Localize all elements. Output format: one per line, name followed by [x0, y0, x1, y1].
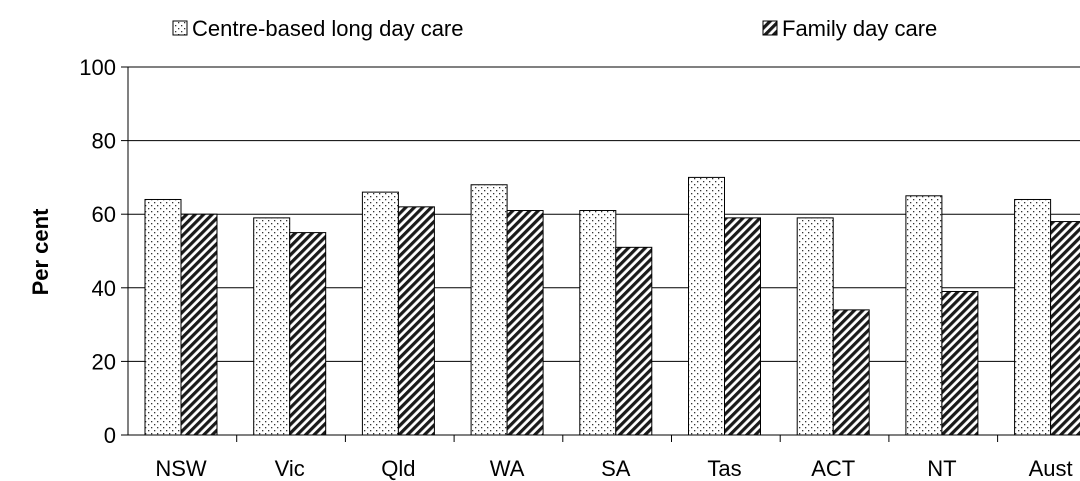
- bar-nsw-family-day-care: [180, 213, 218, 436]
- y-tick-label-20: 20: [92, 349, 116, 374]
- bar-aust-family-day-care: [1050, 221, 1080, 436]
- y-tick-label-80: 80: [92, 129, 116, 154]
- x-tick-label-wa: WA: [490, 456, 525, 481]
- bar-wa-family-day-care: [506, 210, 544, 436]
- bar-act-family-day-care: [832, 309, 870, 436]
- y-tick-label-40: 40: [92, 276, 116, 301]
- bar-sa-family-day-care: [615, 246, 653, 436]
- legend: Centre-based long day care Family day ca…: [172, 16, 937, 41]
- y-axis-title: Per cent: [28, 208, 53, 295]
- axes: [127, 67, 1080, 436]
- y-tick-label-0: 0: [104, 423, 116, 448]
- x-tick-label-qld: Qld: [381, 456, 415, 481]
- legend-label-family-day-care: Family day care: [782, 16, 937, 41]
- x-tick-label-nsw: NSW: [155, 456, 207, 481]
- bar-sa-centre-based: [579, 210, 617, 436]
- x-tick-label-aust: Aust: [1029, 456, 1073, 481]
- bar-tas-centre-based: [688, 176, 725, 436]
- y-tick-label-100: 100: [79, 55, 116, 80]
- legend-item-centre-based: Centre-based long day care: [172, 16, 464, 41]
- bar-qld-centre-based: [361, 191, 399, 436]
- x-tick-label-sa: SA: [601, 456, 631, 481]
- bar-nt-centre-based: [905, 195, 943, 436]
- bars: [144, 176, 1080, 436]
- x-tick-label-tas: Tas: [707, 456, 741, 481]
- legend-swatch-centre-based: [172, 20, 188, 36]
- x-tick-label-nt: NT: [927, 456, 956, 481]
- bar-vic-family-day-care: [289, 232, 327, 436]
- legend-swatch-family-day-care: [762, 20, 778, 36]
- bar-nt-family-day-care: [941, 290, 979, 436]
- legend-item-family-day-care: Family day care: [762, 16, 937, 41]
- bar-act-centre-based: [796, 217, 834, 436]
- bar-vic-centre-based: [253, 217, 291, 436]
- x-tick-labels: NSW Vic Qld WA SA Tas ACT NT Aust: [155, 435, 1073, 481]
- bar-qld-family-day-care: [397, 206, 435, 436]
- bar-aust-centre-based: [1014, 198, 1052, 436]
- x-tick-label-vic: Vic: [275, 456, 305, 481]
- bar-nsw-centre-based: [144, 198, 182, 436]
- y-tick-label-60: 60: [92, 202, 116, 227]
- x-tick-label-act: ACT: [811, 456, 855, 481]
- y-tick-labels: 0 20 40 60 80 100: [79, 55, 128, 448]
- bar-wa-centre-based: [470, 184, 508, 436]
- legend-label-centre-based: Centre-based long day care: [192, 16, 464, 41]
- bar-tas-family-day-care: [724, 217, 761, 436]
